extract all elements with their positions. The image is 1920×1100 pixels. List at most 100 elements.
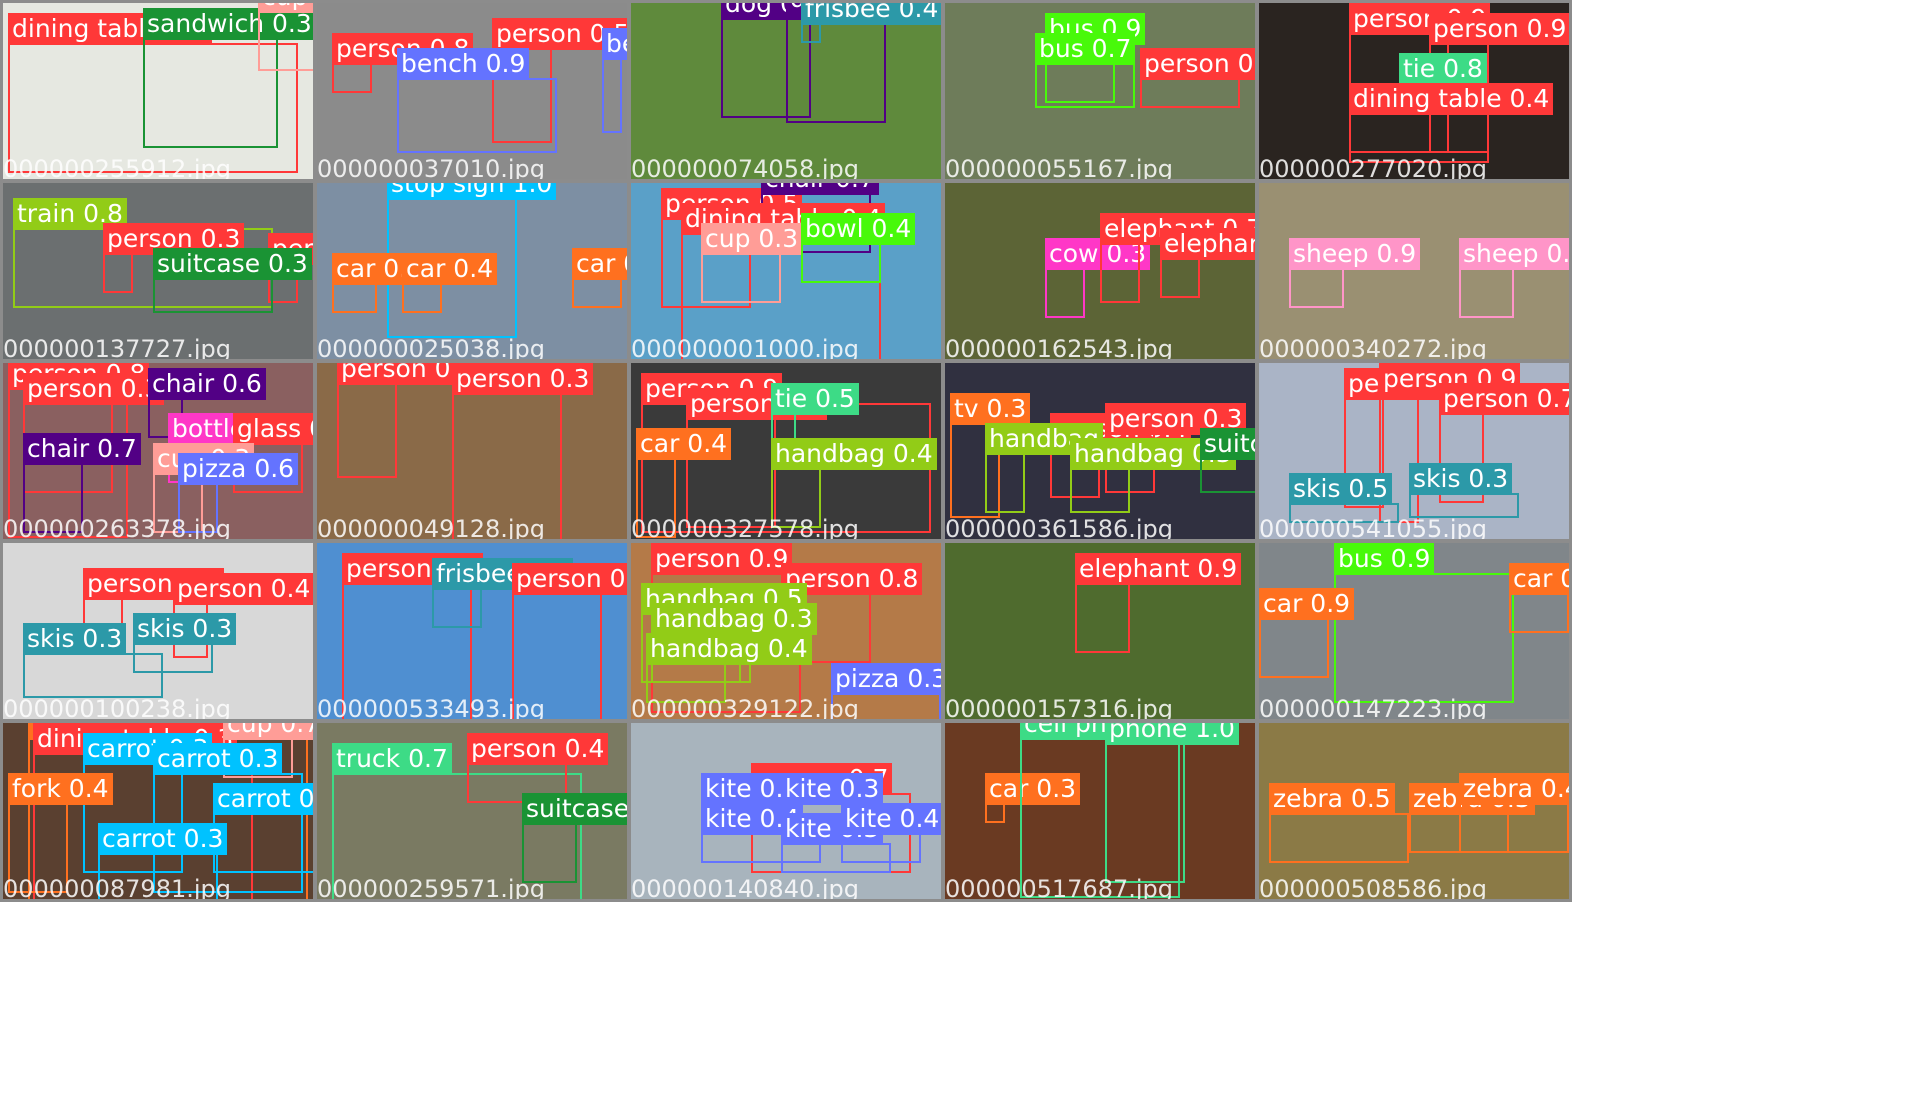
detection-box: handbag 0.3 xyxy=(1070,468,1130,513)
image-tile: person 0.9 person 0.4 skis 0.3 skis 0.3 0000… xyxy=(0,540,316,722)
detection-box: skis 0.3 xyxy=(1409,493,1519,518)
detection-box: elephant 0.4 xyxy=(1160,258,1200,298)
detection-label: tie 0.5 xyxy=(771,383,859,415)
tile-filename: 000000037010.jpg xyxy=(317,155,545,182)
detection-box: car 0.5 xyxy=(1509,593,1569,633)
detection-label: bus 0.7 xyxy=(1035,33,1135,65)
tile-filename: 000000140840.jpg xyxy=(631,875,859,902)
detection-box: person 0.3 xyxy=(452,393,562,542)
detection-box: bus 0.9 xyxy=(1334,573,1514,703)
detection-label: suitcase 0.3 xyxy=(522,793,630,825)
detection-label: kite 0.4 xyxy=(841,803,943,835)
detection-box: person 0.3 xyxy=(1140,78,1240,108)
detection-box: handbag 0.4 xyxy=(646,663,726,703)
detection-box: fork 0.4 xyxy=(8,803,68,893)
image-tile: sheep 0.9 sheep 0.6 000000340272.jpg xyxy=(1256,180,1572,362)
tile-filename: 000000340272.jpg xyxy=(1259,335,1487,362)
image-tile: person 0.4 person 0.3 000000049128.jpg xyxy=(314,360,630,542)
detection-box: dining table 0.4 xyxy=(1349,113,1489,163)
detection-label: bench 0.9 xyxy=(397,48,529,80)
detection-label: zebra 0.4 xyxy=(1459,773,1572,805)
detection-box: suitcase 0.4 xyxy=(1200,458,1258,493)
detection-label: tv 0.3 xyxy=(950,393,1030,425)
detection-label: chair 0.7 xyxy=(23,433,141,465)
detection-box: kite 0.4 xyxy=(841,833,921,863)
detection-box: car 0.4 xyxy=(402,283,442,313)
detection-box: chair 0.7 xyxy=(23,463,83,533)
detection-label: dining table 0.4 xyxy=(1349,83,1553,115)
detection-box: skis 0.5 xyxy=(1289,503,1399,523)
detection-label: kite 0.3 xyxy=(781,773,883,805)
detection-label: fork 0.4 xyxy=(8,773,113,805)
detection-label: carrot 0.3 xyxy=(98,823,227,855)
detection-box: carrot 0.3 xyxy=(98,853,218,902)
detection-box: pizza 0.6 xyxy=(178,483,218,533)
detection-label: glass 0.7 xyxy=(233,413,316,445)
detection-label: car 0.4 xyxy=(402,253,497,285)
detection-label: tie 0.8 xyxy=(1399,53,1487,85)
detection-box: zebra 0.4 xyxy=(1459,803,1569,853)
detection-label: person 0.3 xyxy=(1140,48,1258,80)
detection-label: chair 0.7 xyxy=(761,180,879,195)
detection-label: person 0.4 xyxy=(173,573,314,605)
detection-box: bench 0.9 xyxy=(397,78,557,153)
detection-label: car 0.5 xyxy=(572,248,630,280)
detection-box: frisbee 0.4 xyxy=(801,23,821,43)
detection-label: frisbee 0.4 xyxy=(801,0,942,25)
detection-label: person 0.3 xyxy=(452,363,593,395)
detection-label: skis 0.3 xyxy=(23,623,126,655)
detection-label: cup 0.3 xyxy=(701,223,802,255)
detection-label: suitcase 0.4 xyxy=(1200,428,1258,460)
detection-label: car 0.9 xyxy=(1259,588,1354,620)
detection-box: sheep 0.6 xyxy=(1459,268,1514,318)
image-tile: cow 0.3elephant 0.7elephant 0.4 000000162… xyxy=(942,180,1258,362)
detection-label: stop sign 1.0 xyxy=(387,180,556,200)
detection-box: cow 0.3 xyxy=(1045,268,1085,318)
detection-label: bench 0.5 xyxy=(602,28,630,60)
detection-label: person 0.9 xyxy=(1429,13,1570,45)
detection-label: handbag 0.4 xyxy=(771,438,937,470)
detection-box: sheep 0.9 xyxy=(1289,268,1344,308)
detection-label: phone 1.0 xyxy=(1105,720,1239,745)
detection-label: zebra 0.5 xyxy=(1269,783,1395,815)
detection-label: cup 0.7 xyxy=(258,0,316,13)
detection-label: carrot 0.3 xyxy=(153,743,282,775)
detection-box: phone 1.0 xyxy=(1105,743,1185,883)
detection-label: person 0.9 xyxy=(651,543,792,575)
detection-box: car 0.4 xyxy=(636,458,676,538)
image-tile: dog 0.9dog 0.9frisbee 0.4000000074058.jp… xyxy=(628,0,944,182)
detection-label: bus 0.9 xyxy=(1334,543,1434,575)
tile-filename: 000000162543.jpg xyxy=(945,335,1173,362)
image-tile: person 0.9 person 0.8 handbag 0.5 handbag 0… xyxy=(628,540,944,722)
detection-box: frisbee 0.6 xyxy=(432,588,482,628)
tile-filename: 000000055167.jpg xyxy=(945,155,1173,182)
image-tile: person 0.8person 0.5bench 0.9bench 0.500… xyxy=(314,0,630,182)
detection-label: skis 0.5 xyxy=(1289,473,1392,505)
detection-label: bowl 0.4 xyxy=(801,213,915,245)
detection-box: bench 0.5 xyxy=(602,58,622,133)
detection-label: elephant 0.9 xyxy=(1075,553,1241,585)
detection-box: bus 0.7 xyxy=(1035,63,1135,108)
detection-box: suitcase 0.3 xyxy=(522,823,577,883)
detection-box: person 0.4 xyxy=(337,383,397,478)
detection-box: car 0.9 xyxy=(1259,618,1329,678)
detection-box: bowl 0.4 xyxy=(801,243,881,283)
detection-label: cup 0.7 xyxy=(223,720,316,740)
detection-box: car 0.3 xyxy=(985,803,1005,823)
detection-label: skis 0.3 xyxy=(1409,463,1512,495)
detection-box: cup 0.3 xyxy=(701,253,781,303)
detection-box: handbag 0.4 xyxy=(771,468,821,528)
detection-label: person 0.4 xyxy=(467,733,608,765)
detection-box: pizza 0.3 xyxy=(831,693,941,722)
detection-box: suitcase 0.3 xyxy=(153,278,273,313)
tile-filename: 000000157316.jpg xyxy=(945,695,1173,722)
detection-box: zebra 0.5 xyxy=(1269,813,1409,863)
detection-label: sheep 0.6 xyxy=(1459,238,1572,270)
